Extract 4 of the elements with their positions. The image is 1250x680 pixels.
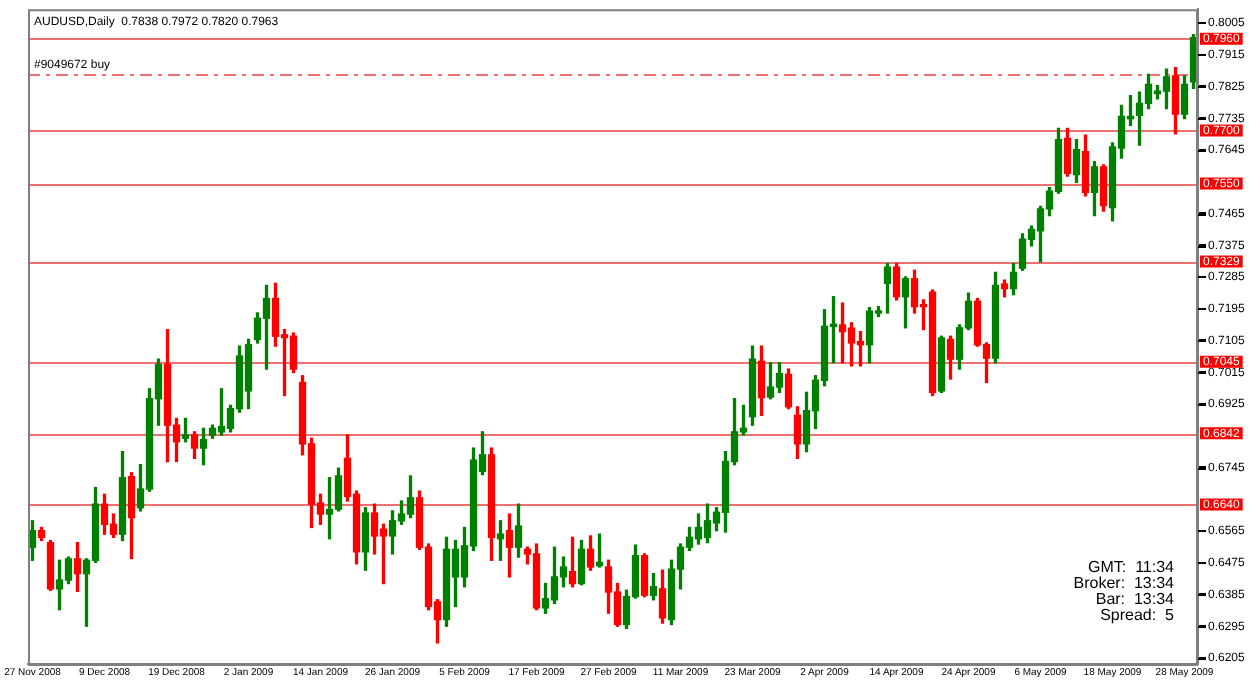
annotation: GMT: 11:34	[1088, 558, 1176, 576]
annotation: Broker: 13:34	[1073, 574, 1176, 592]
annotation: Bar: 13:34	[1095, 590, 1176, 608]
annotation: Spread: 5	[1100, 606, 1176, 624]
